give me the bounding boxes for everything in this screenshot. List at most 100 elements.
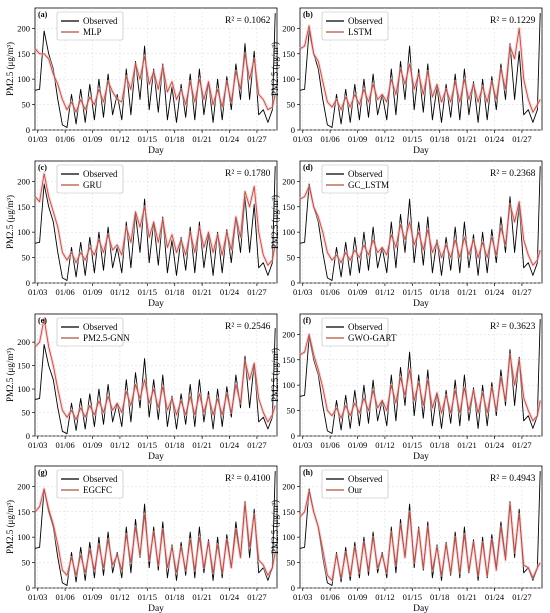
y-tick-label: 150 <box>17 507 30 517</box>
legend-label: GWO-GART <box>348 333 397 343</box>
legend-box <box>321 11 389 41</box>
x-tick-label: 01/12 <box>110 440 129 450</box>
x-tick-label: 01/24 <box>485 440 505 450</box>
x-axis-label: Day <box>413 146 429 156</box>
x-tick-label: 01/15 <box>138 592 157 602</box>
r2-annotation: R² = 0.3623 <box>490 322 536 332</box>
legend-label: Observed <box>348 322 383 332</box>
x-tick-label: 01/09 <box>348 287 367 297</box>
panel-label: (e) <box>38 316 47 325</box>
y-axis-label: PM2.5 (μg/m³) <box>270 195 280 249</box>
model-series-line <box>299 185 541 266</box>
y-tick-label: 200 <box>17 23 30 33</box>
x-tick-label: 01/12 <box>375 287 394 297</box>
x-tick-label: 01/18 <box>165 134 184 144</box>
x-tick-label: 01/12 <box>375 134 394 144</box>
model-series-line <box>299 25 541 113</box>
x-tick-label: 01/09 <box>83 440 102 450</box>
x-tick-label: 01/03 <box>293 440 312 450</box>
legend-label: Observed <box>83 474 118 484</box>
x-tick-label: 01/21 <box>192 287 211 297</box>
chart-panel: 01/03 01/06 01/09 01/12 01/15 01/18 01/21 01/24… <box>5 465 278 613</box>
x-tick-label: 01/06 <box>55 592 74 602</box>
x-tick-label: 01/06 <box>55 134 74 144</box>
legend-label: Observed <box>348 169 383 179</box>
x-tick-label: 01/09 <box>83 134 102 144</box>
y-tick-label: 200 <box>282 176 295 186</box>
legend-label: EGCFC <box>83 485 112 495</box>
y-tick-label: 200 <box>17 176 30 186</box>
y-tick-label: 150 <box>282 355 295 365</box>
legend-label: GC_LSTM <box>348 180 389 190</box>
y-tick-label: 0 <box>26 278 30 288</box>
x-tick-label: 01/03 <box>28 287 47 297</box>
y-axis-label: PM2.5 (μg/m³) <box>5 42 15 96</box>
legend-label: Observed <box>348 474 383 484</box>
y-tick-label: 0 <box>291 431 295 441</box>
r2-annotation: R² = 0.1229 <box>490 16 536 26</box>
y-axis-label: PM2.5 (μg/m³) <box>270 500 280 554</box>
y-tick-label: 100 <box>282 532 295 542</box>
y-tick-label: 100 <box>17 227 30 237</box>
y-tick-label: 50 <box>22 100 31 110</box>
y-tick-label: 100 <box>17 74 30 84</box>
x-tick-label: 01/06 <box>55 440 74 450</box>
chart-panel: 01/03 01/06 01/09 01/12 01/15 01/18 01/21 01/24… <box>270 7 543 156</box>
x-tick-label: 01/15 <box>138 134 157 144</box>
x-tick-label: 01/09 <box>83 287 102 297</box>
chart-panel: 01/03 01/06 01/09 01/12 01/15 01/18 01/21 01/24… <box>270 465 543 613</box>
model-series-line <box>34 48 276 113</box>
legend-box <box>56 11 124 41</box>
x-tick-label: 01/06 <box>320 592 339 602</box>
x-tick-label: 01/15 <box>403 440 422 450</box>
x-axis-label: Day <box>148 146 164 156</box>
x-tick-label: 01/18 <box>165 440 184 450</box>
y-tick-label: 0 <box>291 583 295 593</box>
x-tick-label: 01/21 <box>192 134 211 144</box>
x-tick-label: 01/24 <box>220 440 240 450</box>
x-tick-label: 01/24 <box>485 592 505 602</box>
chart-panel: 01/03 01/06 01/09 01/12 01/15 01/18 01/21 01/24… <box>5 7 278 156</box>
y-tick-label: 100 <box>17 384 30 394</box>
y-tick-label: 50 <box>287 558 296 568</box>
x-tick-label: 01/27 <box>247 592 266 602</box>
y-tick-label: 150 <box>282 49 295 59</box>
x-tick-label: 01/24 <box>220 287 240 297</box>
x-tick-label: 01/09 <box>348 592 367 602</box>
x-tick-label: 01/21 <box>457 134 476 144</box>
panel-label: (d) <box>303 163 313 172</box>
x-tick-label: 01/03 <box>28 134 47 144</box>
y-tick-label: 150 <box>17 202 30 212</box>
y-tick-label: 150 <box>17 361 30 371</box>
y-tick-label: 150 <box>17 49 30 59</box>
x-tick-label: 01/03 <box>293 134 312 144</box>
y-tick-label: 50 <box>287 253 296 263</box>
x-tick-label: 01/24 <box>220 592 240 602</box>
y-tick-label: 0 <box>26 583 30 593</box>
chart-panel: 01/03 01/06 01/09 01/12 01/15 01/18 01/21 01/24… <box>270 313 543 462</box>
x-tick-label: 01/12 <box>110 592 129 602</box>
legend-box <box>321 469 389 499</box>
x-tick-label: 01/21 <box>457 287 476 297</box>
x-tick-label: 01/15 <box>403 134 422 144</box>
y-tick-label: 0 <box>291 125 295 135</box>
y-tick-label: 200 <box>17 481 30 491</box>
y-axis-label: PM2.5 (μg/m³) <box>270 42 280 96</box>
legend-label: Our <box>348 485 362 495</box>
legend-label: Observed <box>83 16 118 26</box>
y-tick-label: 200 <box>17 337 30 347</box>
y-tick-label: 50 <box>287 406 296 416</box>
x-axis-label: Day <box>413 452 429 462</box>
panel-label: (b) <box>303 10 313 19</box>
legend-label: PM2.5-GNN <box>83 333 130 343</box>
model-series-line <box>299 333 541 422</box>
x-axis-label: Day <box>148 604 164 613</box>
x-tick-label: 01/18 <box>430 592 449 602</box>
x-tick-label: 01/06 <box>55 287 74 297</box>
chart-panel: 01/03 01/06 01/09 01/12 01/15 01/18 01/21 01/24… <box>270 160 543 309</box>
legend-box <box>56 469 124 499</box>
panel-label: (f) <box>303 316 311 325</box>
y-tick-label: 0 <box>26 125 30 135</box>
y-axis-label: PM2.5 (μg/m³) <box>5 348 15 402</box>
